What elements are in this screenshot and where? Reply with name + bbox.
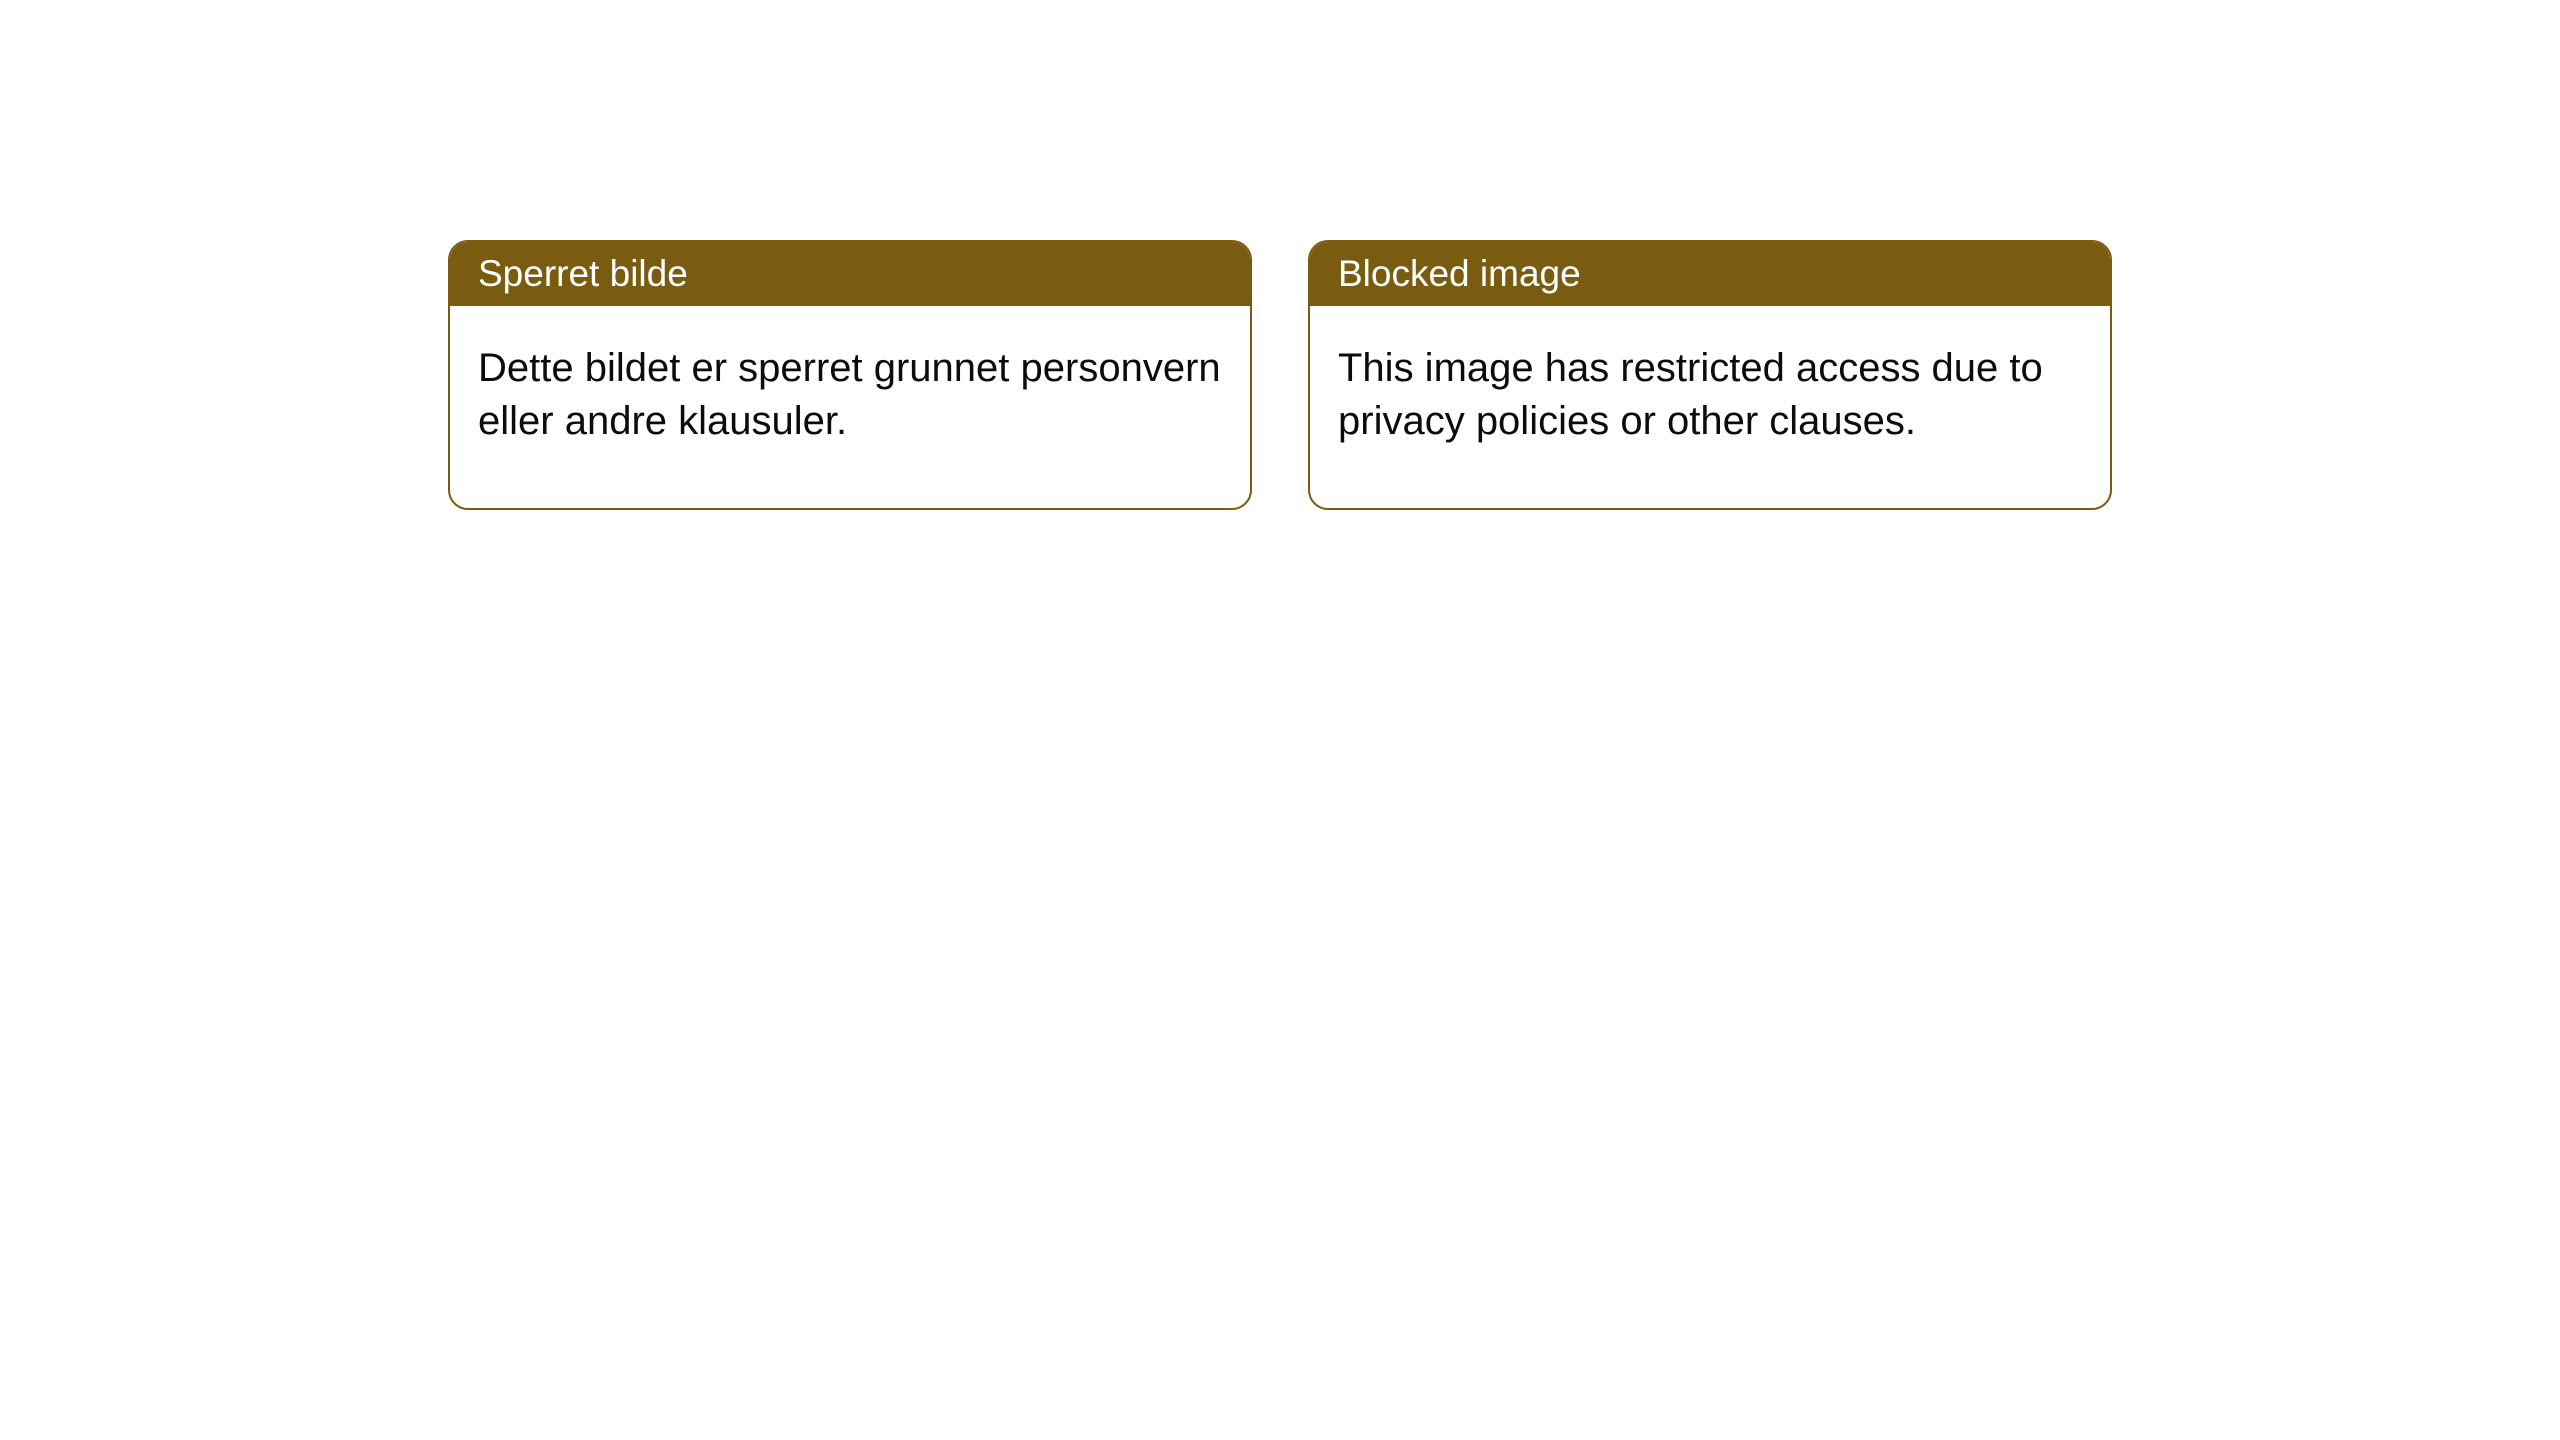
notice-body: This image has restricted access due to … <box>1310 306 2110 508</box>
notice-body: Dette bildet er sperret grunnet personve… <box>450 306 1250 508</box>
notice-container: Sperret bilde Dette bildet er sperret gr… <box>0 0 2560 510</box>
notice-card-english: Blocked image This image has restricted … <box>1308 240 2112 510</box>
notice-card-norwegian: Sperret bilde Dette bildet er sperret gr… <box>448 240 1252 510</box>
notice-header: Blocked image <box>1310 242 2110 306</box>
notice-header: Sperret bilde <box>450 242 1250 306</box>
